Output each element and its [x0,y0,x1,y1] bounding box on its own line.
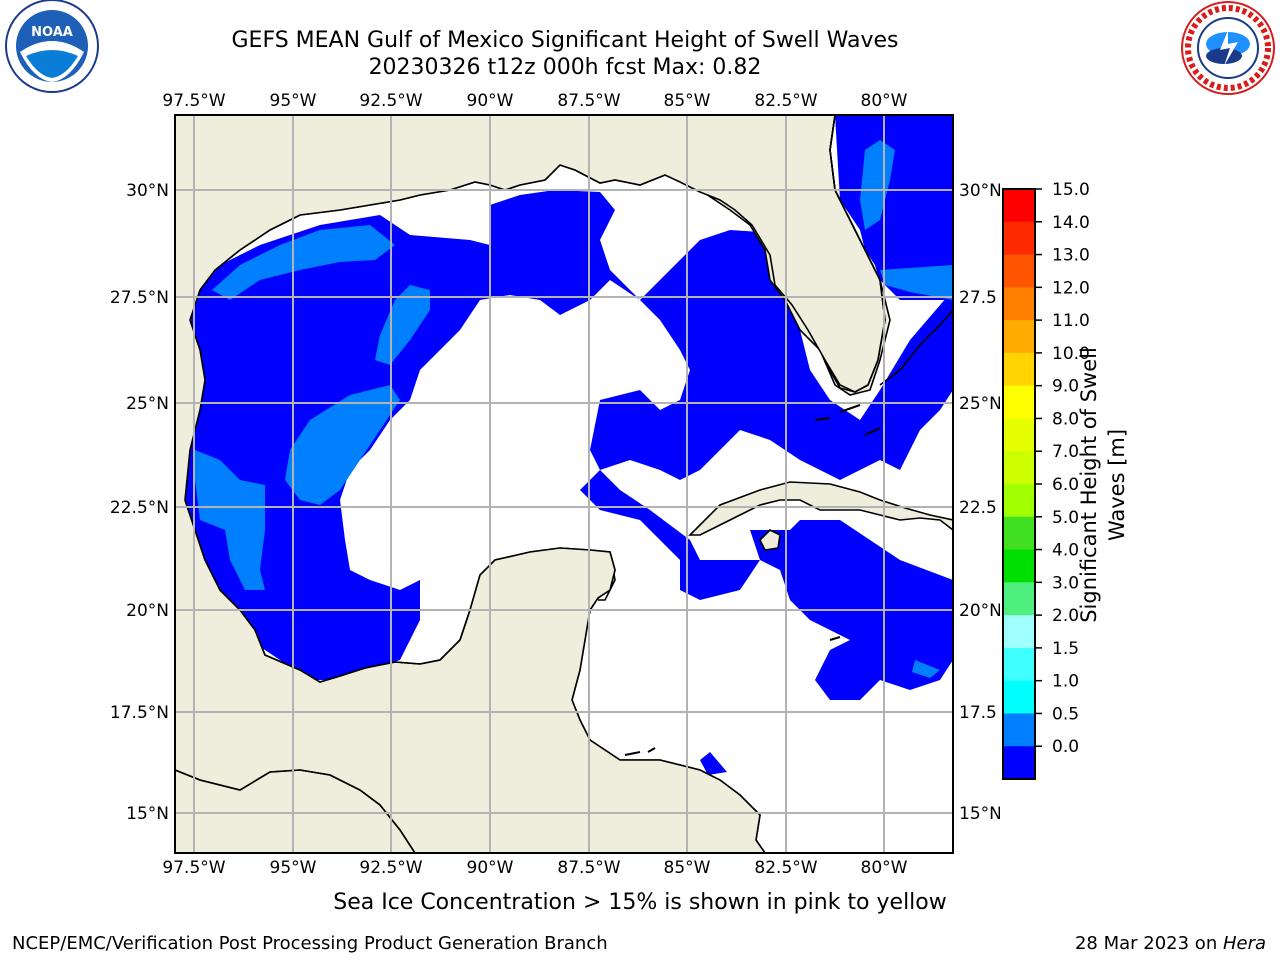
lon-label: 97.5°W [162,91,225,111]
lat-label: 15°N [126,804,169,824]
colorbar-cell [1003,615,1035,649]
colorbar-tick-label: 6.0 [1052,475,1079,495]
colorbar-cells [1003,189,1035,780]
lon-label: 85°W [664,91,711,111]
colorbar-cell [1003,680,1035,714]
colorbar-cell [1003,516,1035,551]
colorbar-cell [1003,582,1035,616]
colorbar: 15.0 14.0 13.0 12.0 11.0 10.0 9.0 8.0 7.0 6.0 5.0 4… [1000,180,1170,790]
lon-label: 95°W [270,858,317,878]
lat-label: 20°N [959,601,1000,621]
lat-labels-right: 30°N 27.5 25°N 22.5 20°N 17.5 15°N [959,181,1002,824]
date-host: 28 Mar 2023 on Hera [1075,933,1266,954]
lat-label: 27.5°N [110,288,169,308]
colorbar-cell [1003,189,1035,223]
colorbar-label-line2: Waves [m] [1105,428,1129,542]
colorbar-tick-label: 8.0 [1052,409,1079,429]
map-svg: 97.5°W 95°W 92.5°W 90°W 87.5°W 85°W 82.5… [110,91,1002,878]
nws-logo [1176,0,1280,100]
map-frame [174,114,954,854]
credit-text: NCEP/EMC/Verification Post Processing Pr… [12,933,608,954]
lat-label: 22.5°N [110,498,169,518]
sea-ice-note: Sea Ice Concentration > 15% is shown in … [333,890,947,915]
colorbar-cell [1003,549,1035,583]
lat-label: 17.5°N [110,703,169,723]
colorbar-tick-label: 10.0 [1052,344,1090,364]
lat-label: 30°N [959,181,1000,201]
colorbar-tick-label: 4.0 [1052,541,1079,561]
colorbar-cell [1003,352,1035,387]
nws-logo-icon [1181,1,1275,95]
lon-labels-top: 97.5°W 95°W 92.5°W 90°W 87.5°W 85°W 82.5… [162,91,907,111]
colorbar-tick-label: 1.5 [1052,639,1079,659]
run-date: 28 Mar 2023 on [1074,933,1223,954]
colorbar-tick-label: 5.0 [1052,508,1079,528]
lat-label: 25°N [959,394,1000,414]
land-fill-extra [175,115,830,853]
colorbar-tick-label: 12.0 [1052,278,1090,298]
lon-label: 92.5°W [359,91,422,111]
chart-subtitle: 20230326 t12z 000h fcst Max: 0.82 [368,55,762,80]
lon-label: 82.5°W [754,858,817,878]
noaa-logo-icon: NOAA [5,0,99,93]
lat-label: 27.5 [959,288,997,308]
colorbar-cell [1003,221,1035,256]
colorbar-cell [1003,746,1035,780]
lon-label: 92.5°W [359,858,422,878]
map-panel: 97.5°W 95°W 92.5°W 90°W 87.5°W 85°W 82.5… [0,85,1002,885]
lat-label: 17.5 [959,703,997,723]
colorbar-ticks: 15.0 14.0 13.0 12.0 11.0 10.0 9.0 8.0 7.0 6.0 5.0 4… [1035,180,1090,757]
colorbar-tick-label: 3.0 [1052,573,1079,593]
colorbar-tick-label: 14.0 [1052,213,1090,233]
colorbar-tick-label: 9.0 [1052,377,1079,397]
lat-label: 22.5 [959,498,997,518]
lat-labels-left: 30°N 27.5°N 25°N 22.5°N 20°N 17.5°N 15°N [110,181,169,824]
colorbar-tick-label: 11.0 [1052,311,1090,331]
colorbar-cell [1003,287,1035,321]
lon-label: 80°W [861,858,908,878]
lat-label: 15°N [959,804,1000,824]
colorbar-cell [1003,484,1035,518]
colorbar-tick-label: 15.0 [1052,180,1090,200]
colorbar-tick-label: 2.0 [1052,606,1079,626]
colorbar-svg: 15.0 14.0 13.0 12.0 11.0 10.0 9.0 8.0 7.0 6.0 5.0 4… [1002,180,1090,780]
gridlines [175,115,953,853]
colorbar-cell [1003,418,1035,452]
colorbar-cell [1003,254,1035,288]
noaa-logo: NOAA [0,0,110,100]
lon-label: 90°W [467,91,514,111]
colorbar-tick-label: 0.5 [1052,704,1079,724]
host-name: Hera [1222,933,1266,954]
lon-label: 87.5°W [557,91,620,111]
lon-label: 95°W [270,91,317,111]
lon-label: 90°W [467,858,514,878]
lon-label: 85°W [664,858,711,878]
lat-label: 20°N [126,601,169,621]
lon-label: 82.5°W [754,91,817,111]
chart-title: GEFS MEAN Gulf of Mexico Significant Hei… [231,28,899,53]
colorbar-tick-label: 1.0 [1052,672,1079,692]
lat-label: 25°N [126,394,169,414]
colorbar-cell [1003,320,1035,354]
colorbar-cell [1003,647,1035,682]
lon-labels-bottom: 97.5°W 95°W 92.5°W 90°W 87.5°W 85°W 82.5… [162,858,907,878]
colorbar-cell [1003,385,1035,419]
islands [624,404,881,756]
lat-label: 30°N [126,181,169,201]
lon-label: 87.5°W [557,858,620,878]
colorbar-label-line1: Significant Height of Swell [1077,347,1101,623]
colorbar-tick-label: 7.0 [1052,442,1079,462]
lon-label: 97.5°W [162,858,225,878]
colorbar-cell [1003,713,1035,747]
colorbar-tick-label: 13.0 [1052,246,1090,266]
colorbar-cell [1003,451,1035,485]
svg-text:NOAA: NOAA [31,25,73,40]
lon-label: 80°W [861,91,908,111]
colorbar-tick-label: 0.0 [1052,737,1079,757]
